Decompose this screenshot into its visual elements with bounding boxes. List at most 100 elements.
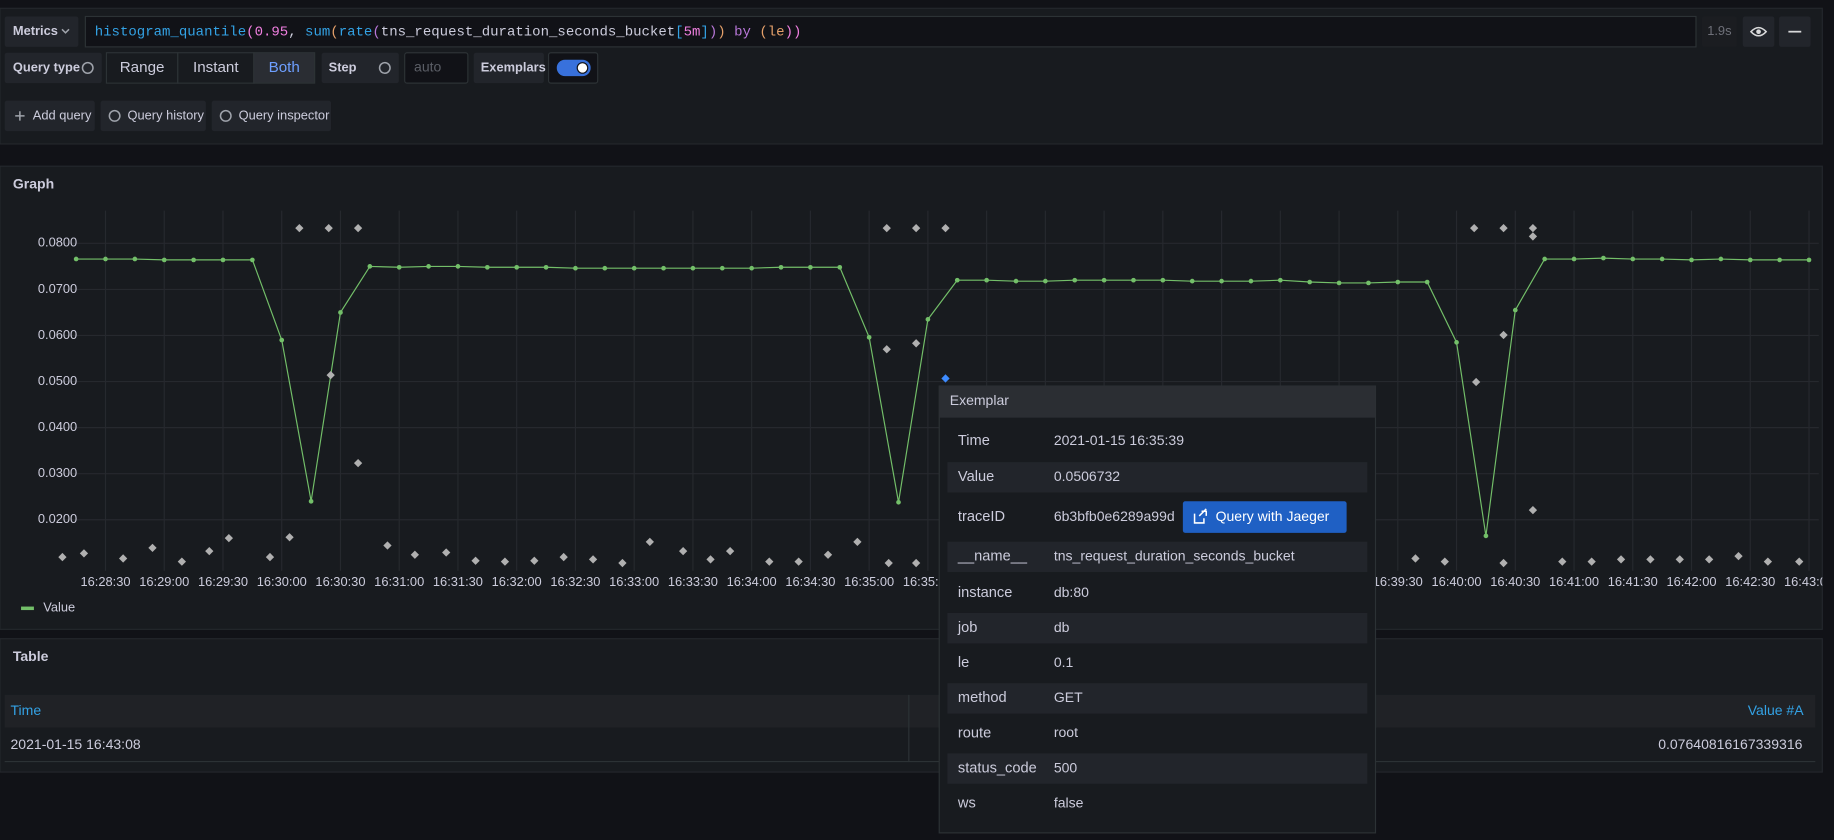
- tooltip-row-bg: [947, 462, 1367, 492]
- x-tick-label: 16:30:30: [315, 574, 365, 589]
- query-token: (: [330, 24, 338, 40]
- data-point: [1454, 340, 1459, 345]
- data-point: [485, 265, 490, 270]
- tooltip-row-bg: [947, 683, 1367, 713]
- x-tick-label: 16:34:30: [785, 574, 835, 589]
- data-point: [1601, 256, 1606, 261]
- table-title: Table: [13, 648, 49, 664]
- query-token: histogram_quantile: [95, 24, 246, 40]
- tooltip-key: job: [957, 620, 978, 636]
- data-point: [1425, 280, 1430, 285]
- data-point: [1043, 279, 1048, 284]
- data-point: [1161, 278, 1166, 283]
- data-point: [1395, 280, 1400, 285]
- data-point: [338, 310, 343, 315]
- x-tick-label: 16:32:30: [550, 574, 600, 589]
- tooltip-key: traceID: [958, 509, 1005, 525]
- data-point: [984, 278, 989, 283]
- query-token: ]: [700, 24, 708, 40]
- x-tick-label: 16:33:30: [668, 574, 718, 589]
- data-point: [279, 338, 284, 343]
- add-query-text: Add query: [33, 107, 92, 122]
- data-point: [1630, 257, 1635, 262]
- x-tick-label: 16:31:00: [374, 574, 424, 589]
- tooltip-row-bg: [947, 613, 1367, 643]
- data-point: [544, 265, 549, 270]
- data-point: [955, 278, 960, 283]
- x-tick-label: 16:33:00: [609, 574, 659, 589]
- x-tick-label: 16:31:30: [433, 574, 483, 589]
- tooltip-value: 0.0506732: [1054, 468, 1120, 484]
- data-point: [162, 258, 167, 263]
- column-header[interactable]: Value #A: [1748, 702, 1804, 718]
- query-inspector-text: Query inspector: [239, 107, 330, 122]
- tooltip-key: le: [958, 655, 969, 671]
- tooltip-key: status_code: [958, 760, 1037, 776]
- data-point: [1484, 534, 1489, 539]
- y-tick-label: 0.0700: [38, 281, 77, 296]
- tooltip-value: tns_request_duration_seconds_bucket: [1054, 548, 1295, 564]
- tooltip-key: route: [958, 725, 991, 741]
- query-token: le: [768, 24, 785, 40]
- data-point: [397, 265, 402, 270]
- metrics-label: Metrics: [13, 23, 58, 38]
- tooltip-value: 0.1: [1054, 654, 1074, 670]
- query-token: (: [372, 24, 380, 40]
- exemplars-toggle[interactable]: [557, 60, 591, 76]
- query-history-text: Query history: [127, 107, 204, 122]
- data-point: [1014, 279, 1019, 284]
- x-tick-label: 16:41:00: [1549, 574, 1599, 589]
- data-point: [926, 317, 931, 322]
- graph-panel: [0, 166, 1822, 629]
- radio-label: Both: [269, 59, 300, 76]
- query-token: ): [717, 24, 725, 40]
- step-placeholder: auto: [414, 59, 441, 75]
- data-point: [1719, 257, 1724, 262]
- query-token: tns_request_duration_seconds_bucket: [381, 24, 675, 40]
- tooltip-value: 2021-01-15 16:35:39: [1054, 432, 1184, 448]
- x-tick-label: 16:40:30: [1490, 574, 1540, 589]
- x-tick-label: 16:34:00: [727, 574, 777, 589]
- tooltip-value: root: [1054, 724, 1078, 740]
- data-point: [1307, 280, 1312, 285]
- data-point: [691, 266, 696, 271]
- data-point: [74, 257, 79, 262]
- data-point: [779, 265, 784, 270]
- data-point: [1807, 258, 1812, 263]
- tooltip-title: Exemplar: [950, 392, 1010, 408]
- data-point: [426, 264, 431, 269]
- table-header: [5, 695, 1816, 728]
- data-point: [632, 266, 637, 271]
- data-point: [573, 266, 578, 271]
- x-tick-label: 16:40:00: [1432, 574, 1482, 589]
- x-tick-label: 16:39:30: [1373, 574, 1423, 589]
- data-point: [103, 257, 108, 262]
- query-token: 5m: [684, 24, 701, 40]
- query-token: ): [709, 24, 717, 40]
- data-point: [661, 266, 666, 271]
- tooltip-key: Value: [958, 469, 994, 485]
- data-point: [1278, 278, 1283, 283]
- column-header[interactable]: Time: [11, 702, 42, 718]
- tooltip-value: 6b3bfb0e6289a99d: [1054, 508, 1175, 524]
- data-point: [837, 265, 842, 270]
- y-tick-label: 0.0300: [38, 465, 77, 480]
- x-tick-label: 16:42:30: [1725, 574, 1775, 589]
- x-tick-label: 16:42:00: [1666, 574, 1716, 589]
- data-point: [720, 266, 725, 271]
- data-point: [250, 258, 255, 263]
- y-tick-label: 0.0600: [38, 327, 77, 342]
- x-tick-label: 16:29:00: [139, 574, 189, 589]
- data-point: [808, 265, 813, 270]
- data-point: [749, 266, 754, 271]
- tooltip-key: instance: [958, 585, 1012, 601]
- x-tick-label: 16:30:00: [257, 574, 307, 589]
- query-type-group: RangeInstantBoth: [106, 53, 314, 83]
- data-point: [1131, 278, 1136, 283]
- data-point: [1249, 279, 1254, 284]
- legend-entry[interactable]: Value: [43, 600, 75, 615]
- jaeger-button-text: Query with Jaeger: [1216, 508, 1330, 524]
- data-point: [1219, 279, 1224, 284]
- x-tick-label: 16:29:30: [198, 574, 248, 589]
